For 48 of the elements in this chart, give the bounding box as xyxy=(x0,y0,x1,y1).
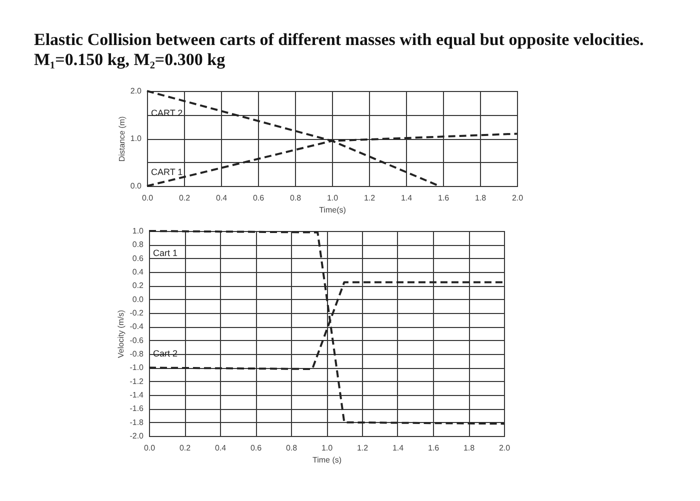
y-tick-label: -1.8 xyxy=(130,418,144,427)
x-tick-label: 1.4 xyxy=(392,444,404,452)
y-axis-title: Velocity (m/s) xyxy=(116,310,126,358)
series-label: CART 1 xyxy=(151,167,183,177)
x-tick-label: 1.2 xyxy=(364,194,376,202)
y-tick-label: -0.6 xyxy=(130,336,144,345)
x-tick-label: 1.0 xyxy=(321,444,334,452)
y-tick-label: 0.4 xyxy=(132,268,144,276)
chart-title: Elastic Collision between carts of different masses with equal but opposite velocities. M₁=0.150 kg, M₂=0.300 kg xyxy=(34,30,645,70)
y-axis-title: Distance (m) xyxy=(117,116,126,162)
x-tick-label: 1.6 xyxy=(428,444,440,452)
x-tick-label: 0.6 xyxy=(252,194,265,202)
x-tick-label: 1.8 xyxy=(463,444,476,452)
y-tick-label: 1.0 xyxy=(132,226,144,236)
y-tick-label: 0.2 xyxy=(132,281,144,290)
x-tick-label: 1.8 xyxy=(474,194,487,202)
x-tick-label: 0.4 xyxy=(216,194,228,202)
y-tick-label: -0.8 xyxy=(130,350,144,358)
x-tick-label: 2.0 xyxy=(512,194,524,202)
x-tick-label: 1.2 xyxy=(356,444,369,452)
y-tick-label: -0.4 xyxy=(130,322,144,332)
y-tick-label: -2.0 xyxy=(130,432,144,440)
x-axis-title: Time (s) xyxy=(312,456,342,464)
x-tick-label: 0.8 xyxy=(290,194,302,202)
y-tick-label: -1.4 xyxy=(130,390,144,400)
x-tick-label: 1.6 xyxy=(438,194,450,202)
y-tick-label: 1.0 xyxy=(130,134,142,143)
series-label: Cart 1 xyxy=(153,248,178,258)
y-tick-label: 2.0 xyxy=(130,86,142,96)
y-tick-label: 0.0 xyxy=(130,182,142,190)
x-axis-title: Time(s) xyxy=(319,206,346,214)
x-tick-label: 0.2 xyxy=(179,444,192,452)
x-tick-label: 0.0 xyxy=(142,194,154,202)
y-tick-label: -1.2 xyxy=(130,376,144,386)
x-tick-label: 1.4 xyxy=(400,194,413,202)
x-tick-label: 0.2 xyxy=(178,194,191,202)
x-tick-label: 0.0 xyxy=(144,444,156,452)
y-tick-label: -1.0 xyxy=(130,363,144,372)
y-tick-label: -0.2 xyxy=(130,308,144,318)
y-tick-label: 0.0 xyxy=(132,294,144,304)
x-tick-label: 2.0 xyxy=(498,444,511,452)
y-tick-label: -1.6 xyxy=(130,404,144,414)
x-tick-label: 0.8 xyxy=(286,444,298,452)
x-tick-label: 0.6 xyxy=(250,444,262,452)
x-tick-label: 0.4 xyxy=(214,444,227,452)
y-tick-label: 0.6 xyxy=(132,254,144,263)
y-tick-label: 0.8 xyxy=(132,240,144,250)
x-tick-label: 1.0 xyxy=(326,194,339,202)
